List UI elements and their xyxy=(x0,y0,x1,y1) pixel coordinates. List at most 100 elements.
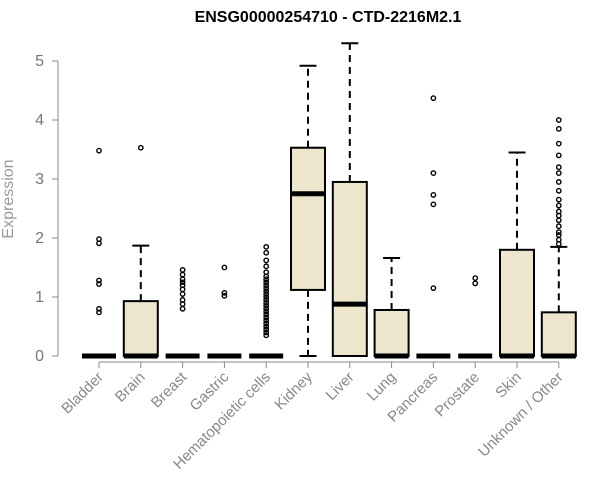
x-tick-label: Kidney xyxy=(271,368,316,413)
box-8 xyxy=(373,257,410,359)
y-tick-label: 4 xyxy=(35,112,44,129)
outlier-point xyxy=(96,240,102,247)
outlier-point xyxy=(555,202,562,209)
outlier-point xyxy=(179,291,186,297)
outlier-point xyxy=(555,212,562,219)
box-body xyxy=(122,300,159,358)
box-4 xyxy=(207,264,242,359)
box-5 xyxy=(249,243,284,359)
outlier-point xyxy=(263,294,270,300)
outlier-point xyxy=(555,232,562,238)
outlier-point xyxy=(221,264,228,271)
box-6 xyxy=(290,64,326,357)
outlier-point xyxy=(263,323,270,330)
outlier-point xyxy=(179,279,186,286)
box-7 xyxy=(331,42,368,357)
box-3 xyxy=(165,266,200,359)
box-1 xyxy=(82,147,116,359)
x-tick-label: Liver xyxy=(323,369,358,404)
outlier-point xyxy=(430,192,437,198)
outlier-point xyxy=(179,301,186,307)
outlier-point xyxy=(96,147,102,154)
chart-title: ENSG00000254710 - CTD-2216M2.1 xyxy=(195,9,462,26)
outlier-point xyxy=(263,326,270,333)
outlier-point xyxy=(221,289,228,296)
outlier-point xyxy=(179,286,186,293)
y-tick-label: 2 xyxy=(35,230,44,247)
outlier-point xyxy=(263,317,270,324)
outlier-point xyxy=(96,309,102,316)
outlier-point xyxy=(96,305,102,312)
outlier-point xyxy=(555,125,562,132)
box-11 xyxy=(499,151,535,359)
x-tick-label: Brain xyxy=(112,369,149,406)
y-axis: 0 1 2 3 4 5 xyxy=(35,53,59,365)
outlier-point xyxy=(263,329,270,336)
outlier-point xyxy=(555,240,562,247)
outlier-point xyxy=(263,282,270,289)
outlier-point xyxy=(555,223,562,230)
box-body xyxy=(331,180,368,357)
outlier-point xyxy=(263,249,270,256)
outlier-point xyxy=(555,117,562,123)
outlier-point xyxy=(472,280,479,287)
boxes-group xyxy=(82,42,577,359)
box-10 xyxy=(458,275,493,359)
y-tick-label: 1 xyxy=(35,289,44,306)
box-2 xyxy=(122,144,159,359)
box-body xyxy=(373,308,410,358)
outlier-point xyxy=(263,285,270,292)
outlier-point xyxy=(555,179,562,185)
outlier-point xyxy=(430,285,437,292)
y-tick-label: 3 xyxy=(35,171,44,188)
outlier-point xyxy=(555,187,562,194)
outlier-point xyxy=(179,271,186,278)
outlier-point xyxy=(263,257,270,264)
box-9 xyxy=(416,95,451,359)
box-body xyxy=(290,146,326,291)
x-tick-label: Bladder xyxy=(58,369,107,418)
outlier-point xyxy=(263,291,270,297)
x-tick-label: Lung xyxy=(364,369,400,405)
outlier-point xyxy=(555,229,562,236)
outlier-point xyxy=(263,273,270,280)
outlier-point xyxy=(555,170,562,177)
y-axis-label: Expression xyxy=(0,159,17,238)
outlier-point xyxy=(263,276,270,283)
outlier-point xyxy=(263,320,270,327)
outlier-point xyxy=(263,311,270,318)
outlier-point xyxy=(263,308,270,315)
outlier-point xyxy=(263,288,270,294)
outlier-point xyxy=(263,302,270,309)
outlier-point xyxy=(430,170,437,177)
x-tick-label: Prostate xyxy=(431,369,483,421)
box-body xyxy=(540,311,577,357)
outlier-point xyxy=(96,281,102,287)
outlier-point xyxy=(555,164,562,171)
outlier-point xyxy=(96,277,102,284)
box-12 xyxy=(540,117,577,359)
outlier-point xyxy=(555,140,562,147)
outlier-point xyxy=(263,314,270,321)
outlier-point xyxy=(430,201,437,208)
y-tick-label: 5 xyxy=(35,53,44,70)
x-tick-label: Skin xyxy=(492,369,525,402)
outlier-point xyxy=(263,297,270,303)
outlier-point xyxy=(263,263,270,270)
x-tick-label: Breast xyxy=(148,368,191,411)
outlier-point xyxy=(555,217,562,224)
outlier-point xyxy=(221,292,228,299)
outlier-point xyxy=(263,243,270,250)
outlier-point xyxy=(179,266,186,273)
box-body xyxy=(499,248,535,357)
outlier-point xyxy=(555,152,562,159)
outlier-point xyxy=(555,196,562,203)
outlier-point xyxy=(179,276,186,283)
outlier-point xyxy=(263,299,270,306)
y-tick-label: 0 xyxy=(35,348,44,365)
outlier-point xyxy=(430,95,437,102)
outlier-point xyxy=(263,332,270,339)
outlier-point xyxy=(472,275,479,282)
